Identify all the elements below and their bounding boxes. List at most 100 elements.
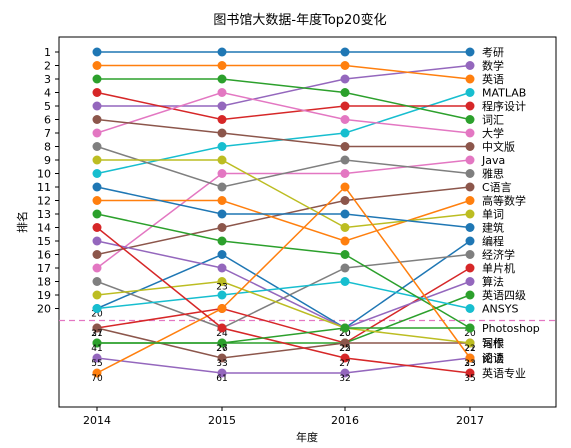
y-tick-label: 9	[44, 154, 51, 167]
series-point	[465, 209, 475, 219]
series-point	[92, 338, 102, 348]
series-point	[217, 128, 227, 138]
series-line	[96, 226, 471, 374]
series-point	[465, 263, 475, 273]
series-point	[465, 169, 475, 178]
series-point	[465, 368, 475, 378]
series-point	[465, 236, 475, 246]
series-point	[465, 128, 475, 138]
series-point	[217, 304, 227, 313]
series-point	[217, 169, 227, 178]
series-label: 算法	[482, 275, 504, 289]
series-point	[465, 290, 475, 300]
series-point	[92, 142, 102, 151]
series-point	[465, 115, 475, 124]
series-line	[96, 118, 470, 148]
series-point	[340, 47, 350, 57]
series-label: 程序设计	[482, 99, 526, 113]
series-point	[465, 61, 475, 70]
data-label: 27	[216, 344, 227, 354]
series-line	[96, 240, 471, 329]
series-label: 英语	[482, 72, 504, 86]
series-point	[217, 338, 227, 348]
series-point	[465, 196, 475, 205]
series-point	[340, 209, 350, 219]
y-tick-label: 17	[37, 262, 51, 275]
series-point	[92, 128, 102, 138]
series-point	[217, 209, 227, 219]
series-point	[92, 74, 102, 84]
y-axis-title: 排名	[15, 211, 29, 233]
series-point	[465, 353, 475, 363]
series-point	[217, 74, 227, 84]
series-point	[217, 47, 227, 57]
series-line	[96, 186, 471, 229]
series-point	[92, 47, 102, 57]
data-label: 22	[339, 344, 350, 354]
data-label: 27	[339, 359, 350, 369]
series-label: 雅思	[482, 167, 504, 181]
data-label: 33	[464, 359, 475, 369]
series-label: 词汇	[482, 114, 504, 127]
series-label: 阅读	[482, 351, 504, 365]
data-label: 20	[464, 329, 476, 339]
series-point	[340, 142, 350, 151]
series-point	[465, 47, 475, 57]
y-tick-label: 4	[44, 87, 51, 100]
series-point	[92, 277, 102, 286]
series-point	[465, 250, 475, 259]
series-label: 经济学	[482, 248, 515, 262]
series-line	[96, 240, 471, 329]
data-label: 23	[216, 283, 227, 293]
series-label: 编程	[482, 234, 504, 248]
series-point	[92, 155, 102, 165]
data-label: 32	[339, 374, 350, 384]
series-point	[92, 368, 102, 378]
series-label: 数学	[482, 59, 504, 73]
series-point	[465, 277, 475, 286]
data-label: 35	[464, 374, 475, 384]
series-point	[465, 155, 475, 165]
series-point	[92, 101, 102, 111]
series-point	[340, 101, 350, 111]
data-label: 37	[91, 329, 102, 339]
series-point	[340, 88, 350, 97]
series-point	[217, 368, 227, 378]
series-label: Java	[481, 154, 505, 167]
series-point	[340, 128, 350, 138]
data-label: 24	[216, 329, 228, 339]
series-point	[340, 368, 350, 378]
series-label: 中文版	[482, 140, 515, 154]
series-line	[97, 78, 471, 121]
data-label: 33	[216, 359, 227, 369]
y-tick-label: 16	[37, 249, 51, 262]
data-label: 25	[339, 344, 350, 354]
series-point	[217, 353, 227, 363]
series-point	[92, 115, 102, 124]
data-label: 21	[91, 329, 102, 339]
series-point	[340, 223, 350, 232]
series-line	[96, 91, 471, 134]
series-point	[92, 88, 102, 97]
y-tick-label: 13	[37, 208, 51, 221]
data-label: 21	[464, 344, 475, 354]
series-point	[92, 250, 102, 259]
series-point	[217, 277, 227, 286]
data-label: 26	[216, 344, 228, 354]
series-point	[217, 196, 227, 205]
data-label: 25	[464, 359, 475, 369]
series-point	[465, 182, 475, 192]
series-label: 单片机	[482, 261, 515, 275]
series-point	[217, 88, 227, 97]
series-point	[340, 155, 350, 165]
series-point	[465, 304, 475, 313]
series-point	[340, 169, 350, 178]
series-label: 高等数学	[482, 194, 526, 208]
series-point	[465, 323, 475, 333]
series-point	[217, 61, 227, 70]
y-tick-label: 2	[44, 60, 51, 73]
series-label: 考研	[482, 46, 504, 59]
data-label: 20	[91, 310, 103, 320]
series-label: 英语专业	[482, 366, 526, 380]
